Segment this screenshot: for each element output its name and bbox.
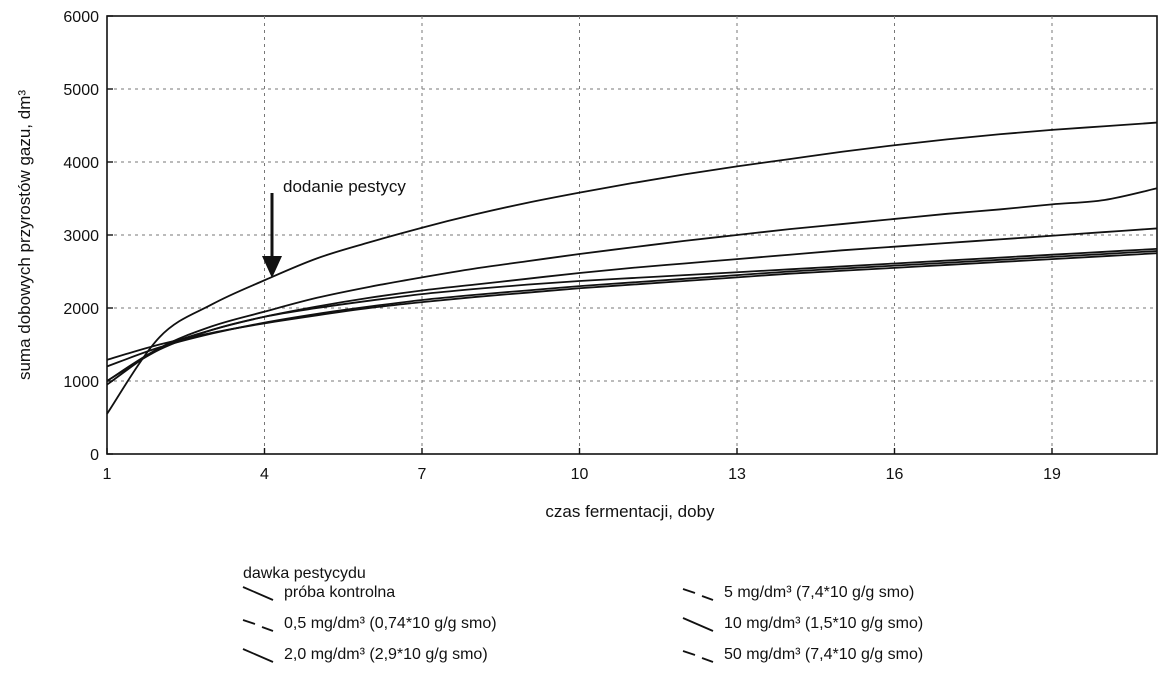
series-line-5 [106,247,1158,382]
x-axis-label: czas fermentacji, doby [545,502,715,521]
legend-label-2: 2,0 mg/dm³ (2,9*10 g/g smo) [284,646,488,663]
y-axis-label: suma dobowych przyrostów gazu, dm³ [15,90,34,380]
legend-item-5: 50 mg/dm³ (7,4*10 g/g smo) [682,646,923,663]
legend-item-2: 2,0 mg/dm³ (2,9*10 g/g smo) [242,646,488,663]
x-tick-label-6: 19 [1043,466,1061,483]
series-lines [106,121,1158,415]
annotation-arrow-head [262,256,282,278]
legend-swatch-0 [242,586,274,601]
legend-swatch-2 [242,648,274,663]
y-tick-label-6: 6000 [63,9,99,26]
legend-label-1: 0,5 mg/dm³ (0,74*10 g/g smo) [284,615,497,632]
legend-item-4: 10 mg/dm³ (1,5*10 g/g smo) [682,615,923,632]
legend-label-5: 50 mg/dm³ (7,4*10 g/g smo) [724,646,923,663]
annotation-text: dodanie pestycy [283,177,406,196]
legend-swatch-3-b [701,595,714,601]
legend-swatch-5-b [701,657,714,663]
legend-item-0: próba kontrolna [242,584,395,601]
legend-swatch-1-a [242,619,256,625]
x-tick-label-1: 4 [260,466,269,483]
x-tick-label-0: 1 [103,466,112,483]
legend-label-4: 10 mg/dm³ (1,5*10 g/g smo) [724,615,923,632]
legend: próba kontrolna 0,5 mg/dm³ (0,74*10 g/g s… [242,584,923,663]
x-tick-label-2: 7 [418,466,427,483]
legend-swatch-5-a [682,650,696,656]
x-tick-label-3: 10 [571,466,589,483]
legend-item-1: 0,5 mg/dm³ (0,74*10 g/g smo) [242,615,497,632]
y-tick-label-3: 3000 [63,228,99,245]
series-line-1 [106,187,1158,386]
y-tick-label-2: 2000 [63,301,99,318]
x-tick-label-5: 16 [886,466,904,483]
y-tick-label-4: 4000 [63,155,99,172]
legend-label-0: próba kontrolna [284,584,395,601]
series-line-3 [106,250,1158,368]
legend-item-3: 5 mg/dm³ (7,4*10 g/g smo) [682,584,914,601]
legend-title: dawka pestycydu [243,565,366,582]
y-tick-label-5: 5000 [63,82,99,99]
y-tick-label-1: 1000 [63,374,99,391]
axis-ticks: 1 4 7 10 13 16 19 0 1000 2000 3000 4000 5000 6000 [63,9,1061,483]
legend-swatch-1-b [261,626,274,632]
legend-label-3: 5 mg/dm³ (7,4*10 g/g smo) [724,584,914,601]
x-tick-label-4: 13 [728,466,746,483]
y-tick-label-0: 0 [90,447,99,464]
grid-lines [107,16,1157,454]
series-line-4 [106,252,1158,361]
legend-swatch-4 [682,617,714,632]
series-line-0 [106,121,1158,415]
legend-swatch-3-a [682,588,696,594]
